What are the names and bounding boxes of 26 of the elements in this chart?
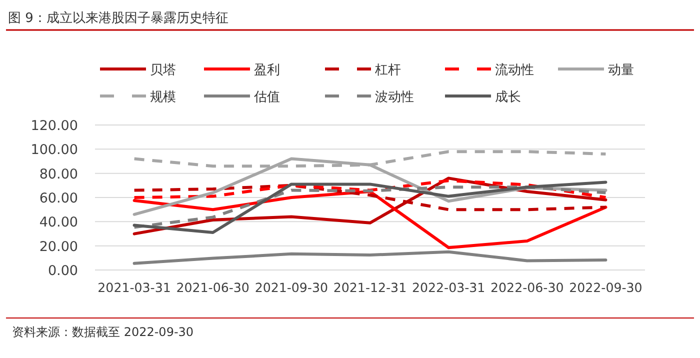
legend-label: 波动性 bbox=[375, 90, 414, 105]
x-tick-label: 2022-06-30 bbox=[490, 280, 564, 295]
text: 资料来源：数据截至 2022-09-30 bbox=[12, 325, 194, 339]
legend-label: 盈利 bbox=[254, 63, 280, 78]
legend-label: 规模 bbox=[150, 90, 176, 105]
legend-label: 杠杆 bbox=[374, 63, 401, 78]
y-tick-label: 100.00 bbox=[30, 142, 78, 158]
legend-label: 成长 bbox=[495, 90, 521, 105]
x-tick-label: 2022-09-30 bbox=[569, 280, 642, 295]
y-tick-label: 20.00 bbox=[39, 238, 78, 255]
x-tick-label: 2021-09-30 bbox=[254, 280, 328, 295]
x-tick-label: 2022-03-31 bbox=[412, 280, 486, 295]
y-tick-label: 40.00 bbox=[39, 214, 78, 231]
x-tick-label: 2021-06-30 bbox=[176, 280, 250, 295]
legend-label: 估值 bbox=[253, 90, 280, 105]
y-tick-label: 120.00 bbox=[30, 118, 78, 134]
y-tick-label: 60.00 bbox=[39, 190, 78, 206]
line-series bbox=[132, 250, 608, 265]
legend-label: 动量 bbox=[608, 63, 634, 78]
y-tick-label: 0.00 bbox=[48, 263, 78, 279]
legend-label: 流动性 bbox=[495, 62, 534, 78]
legend-label: 贝塔 bbox=[150, 63, 176, 78]
x-tick-label: 2021-12-31 bbox=[333, 280, 407, 295]
chart-title: 图 9：成立以来港股因子暴露历史特征 bbox=[8, 10, 228, 26]
y-tick-label: 80.00 bbox=[39, 166, 78, 182]
x-tick-label: 2021-03-31 bbox=[98, 280, 171, 295]
